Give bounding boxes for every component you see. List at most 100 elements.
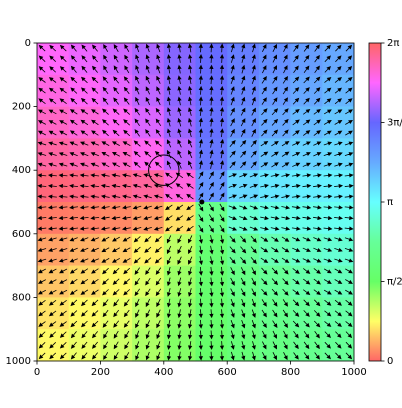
marker-circle bbox=[148, 154, 180, 186]
quiver-arrow bbox=[228, 205, 238, 210]
quiver-arrow bbox=[272, 65, 277, 74]
quiver-arrow bbox=[344, 141, 354, 146]
quiver-arrow bbox=[292, 141, 301, 146]
quiver-arrow bbox=[272, 309, 278, 318]
quiver-arrow bbox=[198, 117, 203, 127]
quiver-arrow bbox=[334, 268, 343, 274]
quiver-arrow bbox=[324, 352, 331, 360]
quiver-arrow bbox=[134, 277, 140, 286]
quiver-arrow bbox=[198, 235, 204, 244]
quiver-arrow bbox=[323, 215, 333, 221]
quiver-arrow bbox=[334, 130, 343, 136]
quiver-arrow bbox=[37, 194, 47, 199]
quiver-arrow bbox=[58, 141, 68, 146]
quiver-arrow bbox=[112, 267, 120, 275]
quiver-arrow bbox=[70, 87, 78, 94]
quiver-arrow bbox=[291, 205, 301, 210]
quiver-arrow bbox=[188, 245, 193, 255]
quiver-arrow bbox=[145, 341, 150, 350]
quiver-arrow bbox=[69, 130, 78, 136]
quiver-arrow bbox=[37, 173, 47, 178]
quiver-arrow bbox=[260, 162, 269, 168]
quiver-arrow bbox=[281, 173, 291, 178]
quiver-arrow bbox=[47, 183, 57, 189]
quiver-arrow bbox=[145, 298, 151, 308]
quiver-arrow bbox=[324, 98, 332, 105]
quiver-arrow bbox=[145, 129, 151, 137]
quiver-arrow bbox=[241, 351, 246, 361]
quiver-arrow bbox=[80, 87, 88, 94]
quiver-arrow bbox=[102, 278, 109, 285]
quiver-arrow bbox=[59, 130, 68, 136]
quiver-arrow bbox=[111, 205, 121, 210]
quiver-arrow bbox=[209, 288, 214, 297]
quiver-arrow bbox=[272, 86, 278, 95]
quiver-arrow bbox=[208, 181, 214, 190]
quiver-arrow bbox=[313, 226, 322, 231]
quiver-arrow bbox=[251, 118, 256, 127]
quiver-arrow bbox=[37, 141, 47, 146]
quiver-arrow bbox=[219, 160, 225, 169]
quiver-arrow bbox=[177, 330, 182, 340]
quiver-arrow bbox=[111, 226, 121, 231]
quiver-arrow bbox=[187, 107, 193, 116]
quiver-arrow bbox=[302, 247, 311, 252]
quiver-arrow bbox=[112, 119, 120, 126]
quiver-arrow bbox=[250, 235, 257, 243]
quiver-arrow bbox=[122, 194, 131, 199]
quiver-arrow bbox=[177, 149, 182, 159]
quiver-arrow bbox=[261, 299, 267, 307]
quiver-arrow bbox=[81, 65, 88, 73]
quiver-arrow bbox=[177, 75, 182, 85]
quiver-arrow bbox=[166, 128, 171, 138]
quiver-arrow bbox=[250, 161, 257, 169]
quiver-arrow bbox=[249, 205, 259, 210]
quiver-arrow bbox=[251, 330, 256, 340]
quiver-arrow bbox=[281, 247, 290, 253]
quiver-arrow bbox=[240, 257, 247, 265]
quiver-arrow bbox=[345, 98, 353, 105]
quiver-arrow bbox=[69, 237, 78, 242]
quiver-arrow bbox=[271, 108, 279, 116]
quiver-arrow bbox=[292, 310, 300, 317]
quiver-arrow bbox=[59, 352, 67, 360]
quiver-arrow bbox=[209, 64, 214, 74]
quiver-arrow bbox=[122, 205, 131, 210]
quiver-arrow bbox=[293, 341, 299, 350]
quiver-arrow bbox=[166, 64, 172, 74]
quiver-arrow bbox=[335, 44, 342, 52]
quiver-arrow bbox=[323, 268, 332, 274]
quiver-arrow bbox=[251, 267, 256, 276]
quiver-arrow bbox=[260, 205, 269, 210]
quiver-arrow bbox=[292, 87, 300, 94]
quiver-arrow bbox=[261, 267, 268, 275]
quiver-arrow bbox=[113, 320, 120, 328]
quiver-arrow bbox=[334, 321, 342, 327]
quiver-arrow bbox=[270, 183, 280, 189]
quiver-arrow bbox=[228, 226, 238, 231]
quiver-arrow bbox=[209, 277, 214, 287]
quiver-arrow bbox=[48, 130, 57, 136]
quiver-arrow bbox=[38, 77, 46, 83]
quiver-arrow bbox=[334, 310, 342, 317]
quiver-arrow bbox=[187, 298, 193, 308]
quiver-arrow bbox=[241, 96, 246, 106]
quiver-arrow bbox=[261, 108, 268, 116]
quiver-arrow bbox=[38, 55, 46, 62]
quiver-arrow bbox=[188, 341, 193, 350]
quiver-arrow bbox=[303, 65, 310, 73]
quiver-arrow bbox=[260, 151, 269, 157]
quiver-arrow bbox=[143, 216, 152, 221]
quiver-arrow bbox=[80, 141, 89, 146]
quiver-arrow bbox=[102, 129, 109, 137]
quiver-arrow bbox=[123, 299, 130, 307]
quiver-arrow bbox=[251, 309, 256, 318]
quiver-arrow bbox=[303, 97, 310, 105]
quiver-arrow bbox=[219, 85, 225, 95]
quiver-arrow bbox=[69, 289, 78, 295]
quiver-arrow bbox=[187, 96, 193, 106]
quiver-arrow bbox=[251, 75, 256, 84]
quiver-arrow bbox=[281, 194, 291, 199]
quiver-arrow bbox=[155, 129, 162, 137]
quiver-arrow bbox=[198, 203, 204, 212]
